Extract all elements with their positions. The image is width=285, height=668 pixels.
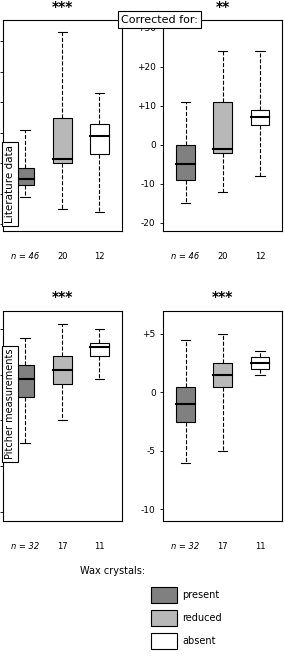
Bar [16,365,34,397]
Text: Wax crystals:: Wax crystals: [80,566,145,576]
Bar [213,102,232,152]
Text: 11: 11 [94,542,105,551]
Text: 20: 20 [57,252,68,261]
Text: reduced: reduced [182,613,222,623]
Text: 17: 17 [57,542,68,551]
Text: 17: 17 [217,542,228,551]
Bar [90,343,109,356]
Text: n = 46: n = 46 [11,252,39,261]
Text: ***: *** [52,0,73,14]
Bar [53,118,72,164]
Text: n = 46: n = 46 [172,252,200,261]
Text: absent: absent [182,637,216,646]
Text: 12: 12 [94,252,105,261]
Bar [176,145,195,180]
Text: ***: *** [212,290,233,304]
Text: Literature data: Literature data [5,145,15,222]
Text: 12: 12 [255,252,265,261]
Text: Corrected for:: Corrected for: [121,15,198,25]
Text: Pitcher measurements: Pitcher measurements [5,349,15,460]
Bar [176,387,195,422]
Bar [251,110,269,126]
Bar [53,356,72,383]
Text: 11: 11 [255,542,265,551]
Bar [251,357,269,369]
Bar [16,168,34,185]
Text: 20: 20 [217,252,228,261]
Bar [213,363,232,387]
Text: **: ** [215,0,230,14]
Text: present: present [182,590,220,599]
Bar [90,124,109,154]
Text: n = 32: n = 32 [172,542,200,551]
Text: n = 32: n = 32 [11,542,39,551]
Text: ***: *** [52,290,73,304]
